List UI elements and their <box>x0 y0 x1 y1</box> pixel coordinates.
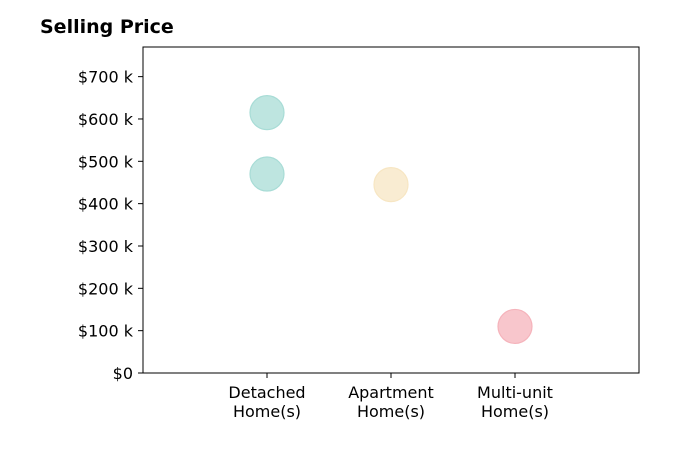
x-tick-label: Detached Home(s) <box>228 383 305 421</box>
y-tick-label: $200 k <box>78 279 134 298</box>
y-tick-label: $500 k <box>78 152 134 171</box>
y-tick-label: $700 k <box>78 68 134 87</box>
y-tick-label: $600 k <box>78 110 134 129</box>
chart-title: Selling Price <box>40 16 174 38</box>
scatter-point <box>249 95 285 131</box>
scatter-point <box>497 308 533 345</box>
plot-frame <box>142 46 640 374</box>
y-tick-label: $0 <box>113 364 133 383</box>
x-tick-label: Multi-unit Home(s) <box>477 383 553 421</box>
y-tick-label: $400 k <box>78 195 134 214</box>
x-tick-label: Apartment Home(s) <box>348 383 434 421</box>
y-tick-label: $100 k <box>78 322 134 341</box>
y-tick-label: $300 k <box>78 237 134 256</box>
scatter-point <box>373 166 409 203</box>
scatter-point <box>249 156 285 192</box>
